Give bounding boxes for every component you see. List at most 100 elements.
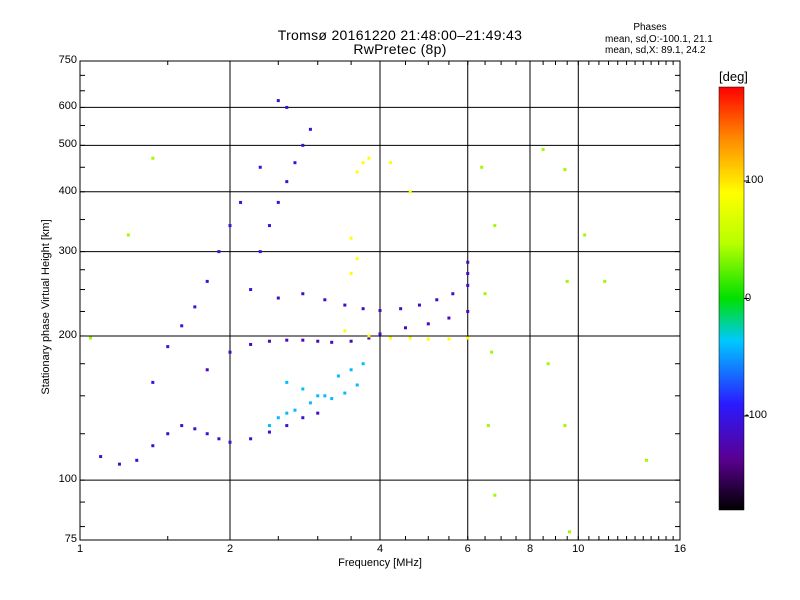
data-point-s4-p12: [367, 156, 371, 160]
data-point-s6-p16: [483, 292, 487, 296]
y-tick-label-100: 100: [58, 473, 77, 486]
data-point-s5-p10: [267, 424, 271, 428]
data-point-s0-p14: [316, 411, 320, 415]
data-point-s6-p10: [583, 233, 587, 237]
data-point-s2-p5: [378, 309, 382, 313]
data-point-s1-p0: [205, 368, 209, 372]
data-point-s3-p3: [276, 200, 280, 204]
data-point-s3-p2: [267, 224, 271, 228]
data-point-s3-p7: [308, 127, 312, 131]
colorbar-tick-label-0: 0: [745, 291, 752, 304]
y-tick-label-400: 400: [58, 184, 77, 197]
data-point-s4-p14: [408, 190, 412, 194]
data-point-s4-p5: [447, 337, 451, 341]
data-point-s5-p6: [276, 416, 280, 420]
colorbar-unit-label: [deg]: [719, 69, 748, 84]
data-point-s0-p2: [135, 458, 139, 462]
y-tick-label-300: 300: [58, 244, 77, 257]
phases-title: Phases: [633, 22, 667, 33]
data-point-s0-p10: [249, 437, 253, 441]
data-point-s3-p15: [193, 305, 197, 309]
data-point-s6-p14: [546, 362, 550, 366]
data-point-s2-p9: [451, 292, 455, 296]
data-point-s6-p1: [126, 233, 130, 237]
data-point-s4-p6: [466, 336, 470, 340]
data-point-s4-p8: [355, 257, 359, 261]
data-point-s2-p1: [301, 292, 305, 296]
data-point-s4-p10: [355, 170, 359, 174]
colorbar-tick-label-100: 100: [745, 174, 764, 186]
phases-x-stats: mean, sd,X: 89.1, 24.2: [605, 45, 706, 56]
colorbar: [718, 86, 745, 511]
data-point-s4-p1: [367, 334, 371, 338]
data-point-s3-p9: [276, 99, 280, 103]
data-point-s3-p11: [239, 200, 243, 204]
data-point-s2-p12: [466, 260, 470, 264]
data-point-s3-p1: [258, 250, 262, 254]
colorbar-tick-label--100: -100: [745, 409, 768, 421]
data-point-s0-p4: [166, 432, 170, 436]
data-point-s0-p12: [285, 424, 289, 428]
data-point-s3-p17: [166, 345, 170, 349]
data-point-s2-p4: [361, 307, 365, 311]
data-point-s6-p11: [603, 279, 607, 283]
data-point-s6-p15: [567, 530, 571, 534]
data-point-s4-p2: [389, 336, 393, 340]
data-point-s2-p3: [343, 303, 347, 307]
data-point-s5-p12: [336, 374, 340, 378]
data-point-s3-p8: [285, 105, 289, 109]
data-point-s0-p9: [228, 440, 232, 444]
data-point-s5-p3: [330, 397, 334, 401]
data-point-s1-p8: [349, 339, 353, 343]
y-tick-label-750: 750: [58, 54, 77, 66]
data-point-s5-p8: [308, 401, 312, 405]
data-point-s2-p10: [466, 283, 470, 287]
data-point-s6-p17: [486, 424, 490, 428]
data-point-s4-p11: [361, 161, 365, 165]
data-point-s3-p5: [293, 161, 297, 165]
phases-o-stats: mean, sd,O:-100.1, 21.1: [605, 34, 713, 45]
data-point-s0-p3: [151, 444, 155, 448]
data-point-s1-p2: [249, 342, 253, 346]
data-point-s6-p7: [563, 168, 567, 172]
data-point-s1-p14: [466, 309, 470, 313]
colorbar-ticks: [744, 180, 749, 417]
data-point-s2-p0: [276, 296, 280, 300]
data-point-s1-p7: [330, 340, 334, 344]
data-point-s6-p9: [563, 424, 567, 428]
data-point-s0-p1: [117, 462, 121, 466]
data-point-s2-p11: [466, 272, 470, 276]
axis-ticks: [79, 61, 681, 540]
data-point-s1-p11: [403, 326, 407, 330]
data-point-s6-p8: [565, 279, 569, 283]
x-tick-label-1: 1: [76, 543, 84, 555]
data-points: [89, 99, 648, 534]
data-point-s5-p13: [349, 368, 353, 372]
y-tick-label-600: 600: [58, 100, 77, 113]
x-tick-label-6: 6: [464, 543, 471, 555]
data-point-s1-p5: [301, 338, 305, 342]
data-point-s2-p7: [417, 303, 421, 307]
data-point-s6-p6: [493, 493, 497, 497]
y-tick-label-500: 500: [58, 138, 77, 151]
y-tick-label-200: 200: [58, 328, 77, 341]
data-point-s4-p7: [349, 272, 353, 276]
x-tick-label-10: 10: [572, 543, 585, 555]
chart-subtitle: RwPretec (8p): [353, 41, 447, 57]
data-point-s1-p3: [267, 339, 271, 343]
data-point-s5-p0: [285, 380, 289, 384]
data-point-s5-p2: [316, 394, 320, 398]
data-point-s4-p13: [389, 161, 393, 165]
data-point-s1-p13: [447, 316, 451, 320]
data-point-s6-p13: [541, 148, 545, 152]
data-point-s3-p12: [228, 224, 232, 228]
data-point-s1-p12: [426, 322, 430, 326]
data-point-s3-p6: [301, 143, 305, 147]
data-point-s4-p9: [349, 236, 353, 240]
data-point-s6-p3: [480, 165, 484, 169]
data-point-s6-p0: [89, 336, 93, 340]
data-point-s5-p1: [301, 387, 305, 391]
data-point-s4-p0: [343, 329, 347, 333]
x-tick-label-4: 4: [376, 543, 384, 555]
